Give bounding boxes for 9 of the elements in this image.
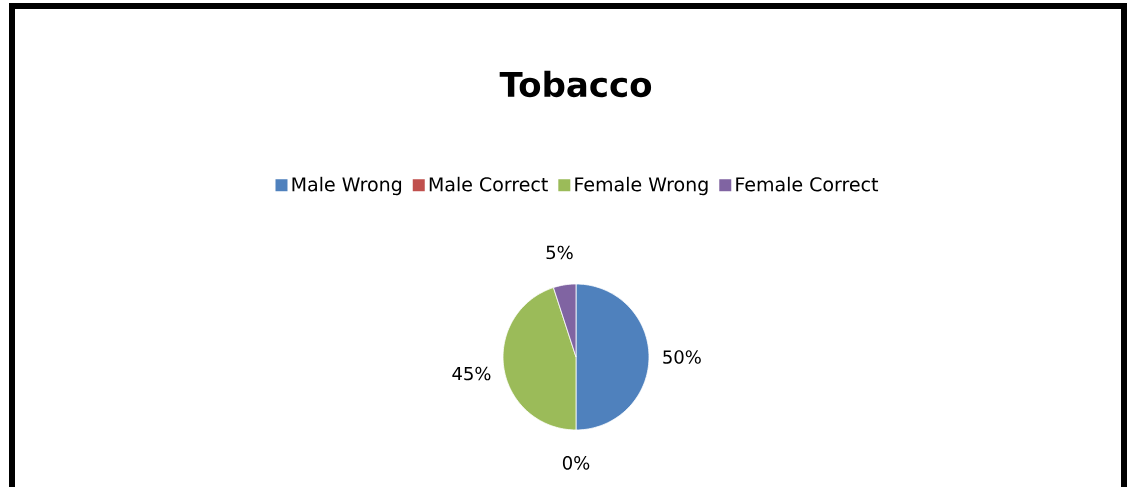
legend-label: Male Correct — [429, 176, 548, 192]
legend-label: Male Wrong — [292, 176, 402, 196]
data-label: 45% — [452, 366, 491, 381]
legend-label: Female Wrong — [575, 176, 708, 196]
chart-title: Tobacco — [499, 70, 652, 98]
data-label: 5% — [546, 245, 573, 260]
data-label: 50% — [663, 350, 701, 364]
text: 0% — [562, 456, 590, 470]
legend-label: Female Correct — [736, 176, 879, 192]
